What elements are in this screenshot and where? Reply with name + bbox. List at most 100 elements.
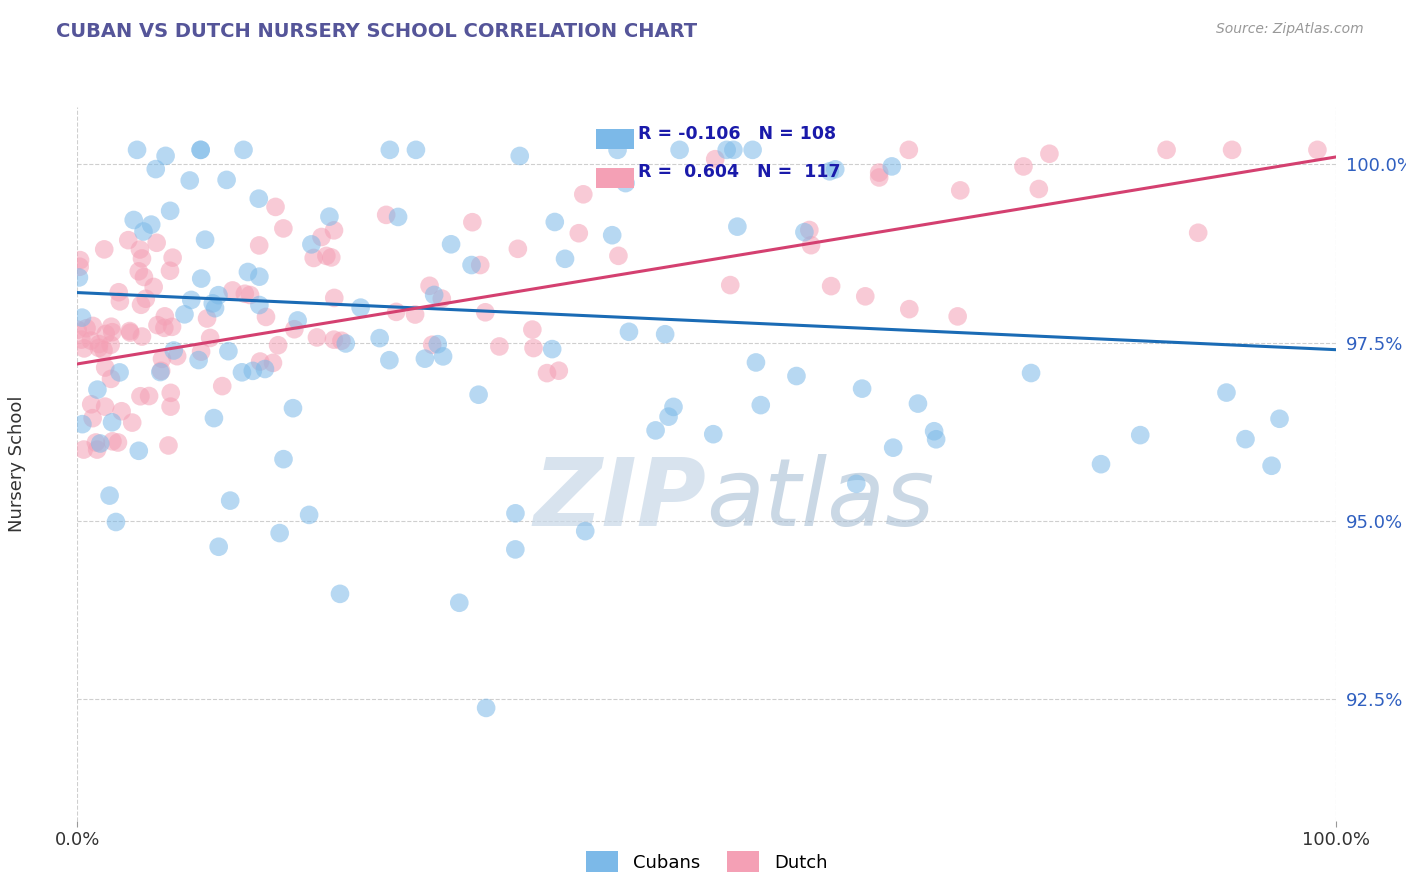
- Text: R = -0.106   N = 108: R = -0.106 N = 108: [638, 125, 837, 143]
- Point: [405, 143, 427, 157]
- Point: [868, 166, 890, 180]
- Text: ZIP: ZIP: [534, 453, 707, 546]
- Point: [108, 365, 131, 379]
- Point: [69, 260, 91, 274]
- Point: [267, 338, 290, 352]
- Point: [132, 270, 155, 285]
- Point: [145, 235, 167, 250]
- Point: [118, 324, 141, 338]
- Point: [470, 258, 492, 272]
- Point: [153, 310, 176, 324]
- Legend: Cubans, Dutch: Cubans, Dutch: [578, 844, 835, 880]
- Point: [163, 343, 186, 358]
- Point: [160, 319, 183, 334]
- Point: [94, 326, 117, 341]
- Point: [1234, 432, 1257, 446]
- Text: R =  0.604   N =  117: R = 0.604 N = 117: [638, 163, 841, 181]
- Point: [249, 298, 271, 312]
- Point: [385, 305, 408, 319]
- Point: [419, 278, 441, 293]
- Point: [430, 292, 453, 306]
- Point: [190, 143, 212, 157]
- Point: [254, 310, 277, 324]
- Point: [100, 319, 122, 334]
- Point: [413, 351, 436, 366]
- Text: CUBAN VS DUTCH NURSERY SCHOOL CORRELATION CHART: CUBAN VS DUTCH NURSERY SCHOOL CORRELATIO…: [56, 22, 697, 41]
- Point: [80, 334, 103, 348]
- Bar: [596, 168, 634, 188]
- Point: [73, 442, 96, 457]
- Point: [299, 237, 322, 252]
- Point: [799, 223, 821, 237]
- Point: [70, 310, 93, 325]
- Point: [1028, 182, 1050, 196]
- Point: [121, 416, 143, 430]
- Point: [101, 415, 124, 429]
- Point: [135, 292, 157, 306]
- Point: [107, 435, 129, 450]
- Point: [100, 338, 122, 352]
- Point: [87, 337, 110, 351]
- Point: [207, 288, 229, 302]
- Point: [323, 223, 346, 237]
- Point: [568, 226, 591, 240]
- Point: [107, 285, 129, 300]
- Point: [69, 253, 91, 268]
- Point: [201, 296, 224, 310]
- Point: [131, 329, 153, 343]
- Point: [190, 344, 212, 359]
- Point: [1156, 143, 1178, 157]
- Point: [159, 203, 181, 218]
- Point: [922, 424, 945, 438]
- Point: [572, 187, 595, 202]
- Point: [506, 242, 529, 256]
- Point: [741, 143, 763, 157]
- Point: [98, 489, 121, 503]
- Point: [897, 143, 920, 157]
- Point: [1187, 226, 1209, 240]
- Point: [187, 353, 209, 368]
- Point: [281, 401, 304, 416]
- Point: [262, 356, 284, 370]
- Point: [173, 307, 195, 321]
- Point: [378, 353, 401, 368]
- Point: [718, 278, 741, 293]
- Point: [378, 143, 401, 157]
- Point: [94, 360, 117, 375]
- Point: [142, 280, 165, 294]
- Point: [607, 249, 630, 263]
- Point: [475, 701, 498, 715]
- Point: [138, 389, 160, 403]
- Point: [239, 288, 262, 302]
- Point: [198, 331, 221, 345]
- Point: [305, 330, 328, 344]
- Point: [128, 264, 150, 278]
- Point: [232, 143, 254, 157]
- Point: [94, 400, 117, 414]
- Point: [132, 225, 155, 239]
- Point: [110, 404, 132, 418]
- Point: [100, 372, 122, 386]
- Point: [269, 526, 291, 541]
- Point: [82, 411, 104, 425]
- Point: [1215, 385, 1237, 400]
- Point: [723, 143, 745, 157]
- Point: [122, 213, 145, 227]
- Point: [368, 331, 391, 345]
- Point: [440, 237, 463, 252]
- Point: [335, 336, 357, 351]
- Point: [264, 200, 287, 214]
- Point: [249, 354, 271, 368]
- Point: [1038, 146, 1060, 161]
- Point: [86, 383, 108, 397]
- Point: [179, 173, 201, 187]
- Point: [662, 400, 685, 414]
- Point: [541, 342, 564, 356]
- Point: [155, 149, 177, 163]
- Point: [202, 411, 225, 425]
- Point: [1019, 366, 1042, 380]
- Point: [505, 542, 527, 557]
- Point: [725, 219, 748, 234]
- Point: [190, 143, 212, 157]
- Point: [818, 164, 841, 178]
